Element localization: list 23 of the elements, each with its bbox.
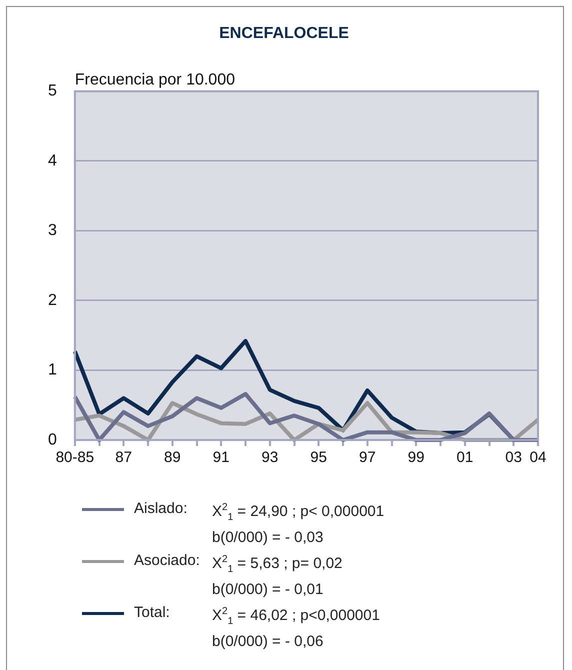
chart-title: ENCEFALOCELE	[219, 25, 350, 42]
y-tick-label: 4	[48, 152, 57, 170]
x-tick-label: 95	[310, 449, 327, 466]
y-tick-label: 1	[48, 362, 57, 379]
y-tick-label: 3	[48, 222, 57, 240]
legend-label: Total:	[134, 603, 171, 623]
y-tick-label: 2	[48, 292, 57, 309]
x-tick-label: 99	[408, 449, 424, 466]
y-tick-label: 5	[48, 82, 57, 100]
x-tick-label: 04	[530, 449, 546, 466]
x-tick-label: 89	[164, 449, 181, 466]
x-tick-label: 97	[359, 449, 376, 466]
y-tick-label: 0	[48, 431, 57, 448]
x-tick-label: 03	[505, 449, 522, 466]
y-axis-title: Frecuencia por 10.000	[74, 72, 236, 89]
x-tick-label: 93	[262, 449, 278, 466]
x-tick-label: 80-85	[56, 449, 94, 466]
legend: Aislado: X$^{2}$$_{1}$ = 24,90 ; p< 0,000001 b(0/000) = - 0,03 Asociado: X$^{2}$$_{1}$ = 5,63 ; p= 0,02 b(0/000) = - 0,01 Total: X$^{2}$$_{1}$ = 46,02 ; p<0,000001 b(0/000) = - 0,06	[82, 498, 384, 654]
x-tick-label: 01	[456, 449, 474, 466]
legend-label: Asociado:	[134, 551, 201, 571]
x-tick-label: 91	[212, 449, 230, 466]
legend-label: Aislado:	[134, 499, 188, 519]
x-tick-label: 87	[115, 449, 132, 466]
